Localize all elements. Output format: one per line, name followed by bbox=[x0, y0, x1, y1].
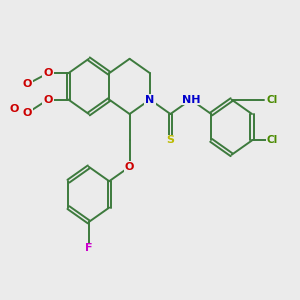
Text: O: O bbox=[125, 162, 134, 172]
Text: NH: NH bbox=[182, 94, 200, 105]
Text: O: O bbox=[10, 104, 19, 114]
Text: S: S bbox=[167, 135, 174, 146]
Text: F: F bbox=[85, 243, 92, 254]
Text: Cl: Cl bbox=[267, 94, 278, 105]
Text: N: N bbox=[146, 94, 154, 105]
Text: O: O bbox=[23, 79, 32, 89]
Text: Cl: Cl bbox=[267, 135, 278, 146]
Text: O: O bbox=[43, 94, 53, 105]
Text: O: O bbox=[23, 108, 32, 118]
Text: O: O bbox=[43, 68, 53, 78]
